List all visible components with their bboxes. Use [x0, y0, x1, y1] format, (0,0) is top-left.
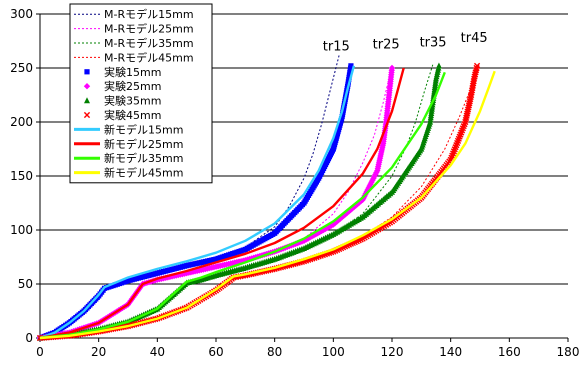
annotation-tr15: tr15	[323, 40, 350, 55]
y-tick-label-200: 200	[10, 115, 33, 129]
y-tick-label-250: 250	[10, 61, 33, 75]
legend-marker-4	[84, 69, 90, 75]
x-tick-label-40: 40	[150, 345, 165, 359]
legend-box	[69, 3, 213, 184]
axis-layer: 0 50 100 150 200 250 300 0 20 40 60 80 100 120 140 160 1…	[10, 7, 579, 359]
legend-label-8: 新モデル15mm	[104, 122, 183, 136]
series-4-marker-205	[348, 63, 354, 69]
x-tick-label-60: 60	[208, 345, 223, 359]
legend-item-2: M-Rモデル35mm	[74, 36, 194, 50]
series-layer	[36, 54, 496, 342]
legend-label-4: 実験15mm	[104, 65, 161, 79]
x-tick-label-180: 180	[557, 345, 580, 359]
legend-item-1: M-Rモデル25mm	[74, 22, 194, 36]
legend-label-11: 新モデル45mm	[104, 166, 183, 180]
annotation-tr25: tr25	[373, 38, 400, 53]
series-9-line	[39, 67, 405, 340]
legend-item-5: 実験25mm	[83, 79, 161, 93]
series-5-marker-226	[388, 64, 396, 72]
series-7-marker-253	[473, 62, 481, 69]
x-tick-label-160: 160	[498, 345, 521, 359]
annotation-layer: tr15 tr25 tr35 tr45	[323, 31, 488, 55]
legend: M-Rモデル15mmM-Rモデル25mmM-Rモデル35mmM-Rモデル45mm…	[69, 3, 213, 184]
legend-label-7: 実験45mm	[104, 108, 161, 122]
series-8-15mm	[39, 65, 356, 340]
annotation-tr45: tr45	[461, 31, 488, 46]
series-10-35mm	[39, 71, 446, 340]
series-11-45mm	[39, 70, 496, 340]
x-tick-label-20: 20	[91, 345, 106, 359]
y-tick-label-150: 150	[10, 169, 33, 183]
x-tick-label-80: 80	[267, 345, 282, 359]
x-tick-label-120: 120	[381, 345, 404, 359]
legend-marker-5	[83, 83, 91, 90]
legend-label-10: 新モデル35mm	[104, 151, 183, 165]
legend-label-6: 実験35mm	[104, 94, 161, 108]
legend-label-0: M-Rモデル15mm	[104, 7, 194, 21]
legend-item-7: 実験45mm	[83, 108, 161, 122]
legend-item-3: M-Rモデル45mm	[74, 50, 194, 64]
y-tick-label-100: 100	[10, 223, 33, 237]
legend-marker-6	[84, 97, 90, 104]
legend-item-10: 新モデル35mm	[74, 151, 183, 165]
legend-label-2: M-Rモデル35mm	[104, 36, 194, 50]
series-8-line	[39, 65, 356, 340]
y-tick-label-300: 300	[10, 7, 33, 21]
legend-marker-7	[83, 111, 91, 119]
legend-item-11: 新モデル45mm	[74, 166, 183, 180]
legend-label-9: 新モデル25mm	[104, 137, 183, 151]
y-tick-label-0: 0	[25, 331, 33, 345]
legend-item-6: 実験35mm	[84, 94, 161, 108]
legend-item-9: 新モデル25mm	[74, 137, 183, 151]
legend-item-4: 実験15mm	[84, 65, 161, 79]
y-tick-label-50: 50	[18, 277, 33, 291]
legend-item-0: M-Rモデル15mm	[74, 7, 194, 21]
series-10-line	[39, 71, 446, 340]
legend-label-1: M-Rモデル25mm	[104, 22, 194, 36]
series-6-marker-240	[435, 62, 442, 69]
legend-label-3: M-Rモデル45mm	[104, 50, 194, 64]
legend-label-5: 実験25mm	[104, 79, 161, 93]
x-tick-label-100: 100	[322, 345, 345, 359]
series-9-25mm	[39, 67, 405, 340]
legend-item-8: 新モデル15mm	[74, 122, 183, 136]
annotation-tr35: tr35	[420, 35, 447, 50]
x-tick-label-140: 140	[439, 345, 462, 359]
series-11-line	[39, 70, 496, 340]
x-tick-label-0: 0	[36, 345, 44, 359]
